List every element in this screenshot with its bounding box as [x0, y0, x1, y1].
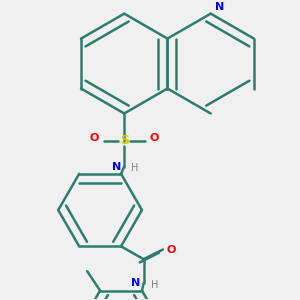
- Text: N: N: [131, 278, 140, 288]
- Text: H: H: [131, 163, 139, 173]
- Text: O: O: [166, 244, 176, 254]
- Text: O: O: [89, 133, 98, 143]
- Text: O: O: [150, 133, 159, 143]
- Text: N: N: [112, 162, 122, 172]
- Text: S: S: [120, 134, 129, 147]
- Text: H: H: [151, 280, 158, 290]
- Text: N: N: [214, 2, 224, 12]
